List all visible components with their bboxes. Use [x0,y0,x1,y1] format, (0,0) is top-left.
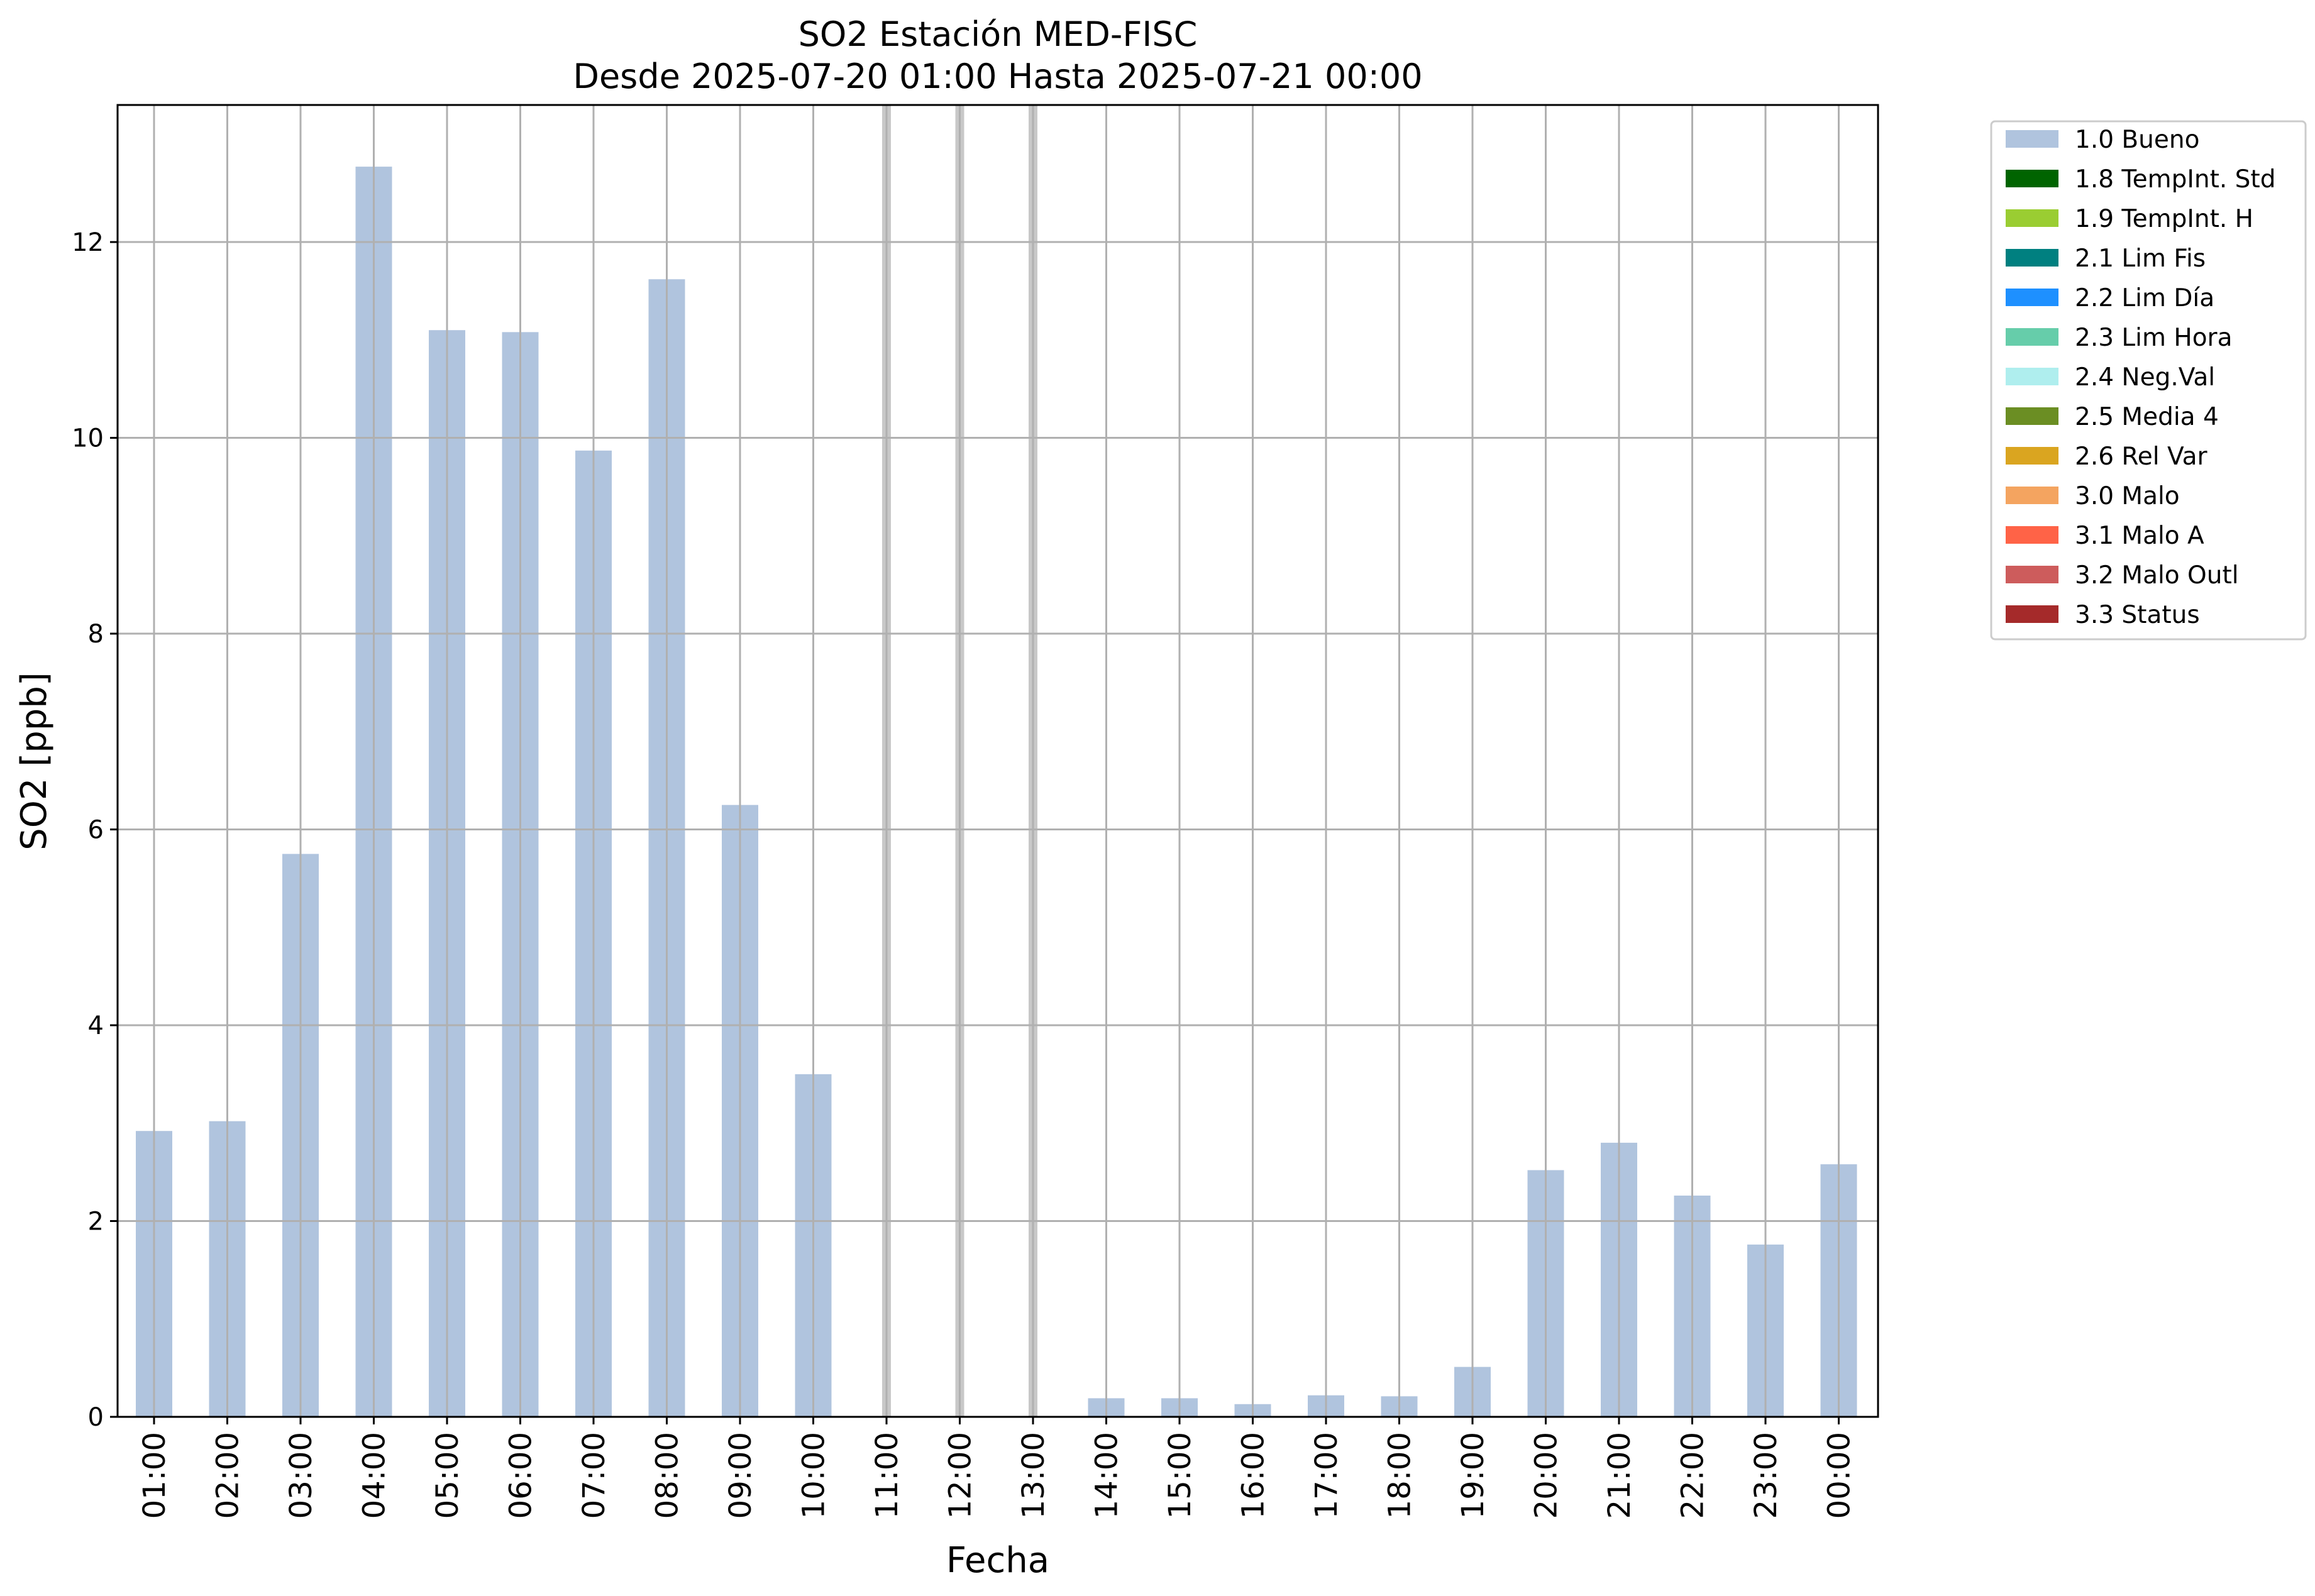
x-tick-label: 08:00 [650,1432,685,1519]
legend-label: 3.1 Malo A [2075,522,2204,550]
x-tick-label: 13:00 [1016,1432,1051,1519]
x-tick-label: 21:00 [1602,1432,1637,1519]
x-tick-label: 05:00 [430,1432,465,1519]
x-tick-label: 18:00 [1383,1432,1418,1519]
x-tick-label: 09:00 [723,1432,758,1519]
legend-label: 2.5 Media 4 [2075,403,2219,431]
x-tick-label: 17:00 [1309,1432,1344,1519]
x-tick-label: 03:00 [284,1432,319,1519]
y-axis-ticks: 0 2 4 6 8 10 12 [72,228,118,1432]
x-tick-label: 12:00 [943,1432,978,1519]
legend-swatch [2006,566,2058,583]
legend-swatch [2006,368,2058,385]
x-tick-label: 23:00 [1749,1432,1784,1519]
legend-swatch [2006,289,2058,306]
legend-label: 1.0 Bueno [2075,126,2199,154]
x-tick-label: 10:00 [797,1432,832,1519]
legend-label: 2.3 Lim Hora [2075,324,2233,352]
legend-swatch [2006,447,2058,465]
x-tick-label: 00:00 [1822,1432,1857,1519]
y-tick-label: 2 [88,1208,104,1236]
legend-label: 2.2 Lim Día [2075,284,2214,312]
legend-label: 2.4 Neg.Val [2075,363,2215,392]
plot-area-frame [116,104,1879,1418]
y-tick-label: 8 [88,620,104,649]
x-tick-label: 20:00 [1529,1432,1564,1519]
x-tick-label: 16:00 [1236,1432,1271,1519]
x-tick-label: 02:00 [211,1432,246,1519]
legend-swatch [2006,209,2058,227]
legend-label: 3.2 Malo Outl [2075,561,2239,590]
chart-title: SO2 Estación MED-FISC [798,14,1198,54]
legend-swatch [2006,130,2058,148]
legend-frame [1990,120,2307,641]
chart-subtitle: Desde 2025-07-20 01:00 Hasta 2025-07-21 … [573,57,1422,96]
y-tick-label: 12 [72,228,104,257]
x-tick-label: 14:00 [1090,1432,1125,1519]
x-tick-label: 04:00 [357,1432,392,1519]
legend-swatch [2006,407,2058,425]
legend-swatch [2006,526,2058,544]
bars [136,167,1857,1417]
legend-label: 3.0 Malo [2075,482,2180,510]
legend-label: 3.3 Status [2075,601,2200,629]
y-tick-label: 6 [88,816,104,845]
x-axis-label: Fecha [946,1540,1049,1581]
y-tick-label: 0 [88,1403,104,1432]
legend: 1.0 Bueno 1.8 TempInt. Std 1.9 TempInt. H 2… [1990,120,2307,641]
legend-label: 1.9 TempInt. H [2075,205,2253,233]
x-tick-label: 19:00 [1456,1432,1491,1519]
x-tick-label: 07:00 [577,1432,612,1519]
x-axis-ticks: 01:00 02:00 03:00 04:00 05:00 06:00 07:00 08:00… [137,1417,1857,1519]
legend-label: 2.6 Rel Var [2075,443,2208,471]
legend-swatch [2006,328,2058,346]
legend-swatch [2006,487,2058,504]
legend-swatch [2006,249,2058,267]
legend-swatch [2006,605,2058,623]
x-tick-label: 06:00 [504,1432,539,1519]
x-tick-label: 01:00 [137,1432,172,1519]
x-tick-label: 15:00 [1163,1432,1198,1519]
x-tick-label: 22:00 [1676,1432,1711,1519]
legend-label: 2.1 Lim Fis [2075,245,2206,273]
x-tick-label: 11:00 [870,1432,905,1519]
y-tick-label: 10 [72,424,104,453]
legend-label: 1.8 TempInt. Std [2075,165,2275,194]
y-tick-label: 4 [88,1011,104,1040]
y-axis-label: SO2 [ppb] [14,672,55,850]
legend-swatch [2006,170,2058,187]
